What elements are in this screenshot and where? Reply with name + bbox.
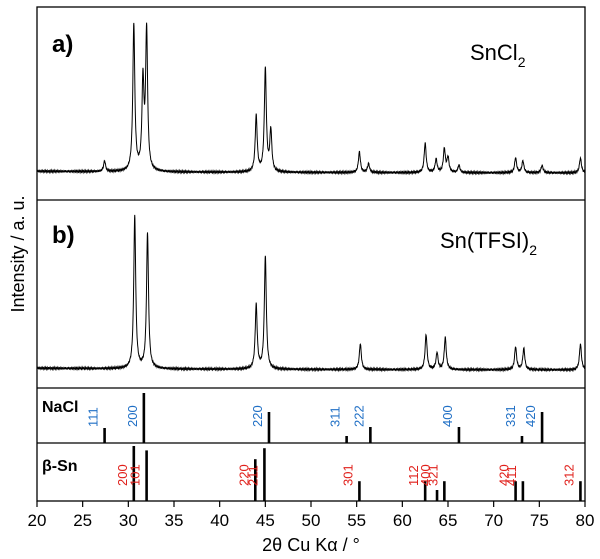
trace-panel-2 (36, 214, 586, 373)
ref-sn-title: β-Sn (42, 458, 78, 475)
x-tick-label-65: 65 (439, 511, 458, 530)
x-tick-label-75: 75 (530, 511, 549, 530)
ref-1-hkl-200: 200 (115, 464, 130, 486)
panel-a-label: a) (52, 31, 73, 58)
ref-1-hkl-420: 420 (497, 464, 512, 486)
x-tick-label-35: 35 (165, 511, 184, 530)
ref-0-hkl-222: 222 (351, 405, 366, 427)
ref-0-hkl-200: 200 (125, 405, 140, 427)
ref-1-hkl-301: 301 (340, 464, 355, 486)
y-axis-title: Intensity / a. u. (8, 195, 28, 312)
ref-0-hkl-111: 111 (86, 407, 101, 427)
x-tick-label-30: 30 (119, 511, 138, 530)
ref-1-hkl-321: 321 (425, 464, 440, 486)
panel-b-sample-label: Sn(TFSI)2 (440, 228, 537, 258)
x-tick-label-45: 45 (256, 511, 275, 530)
x-tick-label-70: 70 (484, 511, 503, 530)
x-tick-label-60: 60 (393, 511, 412, 530)
x-tick-label-40: 40 (210, 511, 229, 530)
x-axis-title: 2θ Cu Kα / ° (262, 535, 360, 555)
ref-0-hkl-331: 331 (503, 405, 518, 427)
ref-1-hkl-400: 400 (418, 464, 433, 486)
diffraction-traces (36, 22, 586, 373)
x-tick-label-50: 50 (302, 511, 321, 530)
panel-b-sample-subscript: 2 (529, 242, 537, 258)
panel-b-label: b) (52, 222, 75, 249)
x-tick-label-55: 55 (347, 511, 366, 530)
ref-1-hkl-112: 112 (406, 465, 421, 486)
panel-a-sample-name: SnCl (470, 40, 518, 65)
x-axis-ticks: 20 25 30 35 40 45 50 55 60 65 70 75 80 (28, 501, 595, 530)
ref-1-hkl-211: 211 (245, 465, 260, 486)
ref-0-hkl-311: 311 (328, 406, 343, 427)
ref-1-hkl-101: 101 (128, 464, 143, 486)
ref-0-hkl-400: 400 (440, 405, 455, 427)
panel-b-sample-name: Sn(TFSI) (440, 228, 529, 253)
ref-1-hkl-411: 411 (504, 465, 519, 486)
ref-1-hkl-312: 312 (561, 464, 576, 486)
x-tick-label-80: 80 (576, 511, 595, 530)
x-tick-label-25: 25 (73, 511, 92, 530)
x-tick-label-20: 20 (28, 511, 47, 530)
ref-0-hkl-420: 420 (523, 405, 538, 427)
ref-1-hkl-220: 220 (236, 464, 251, 486)
trace-panel-1 (36, 22, 586, 176)
panel-a-sample-label: SnCl2 (470, 40, 526, 70)
ref-nacl-title: NaCl (42, 399, 78, 416)
panel-a-sample-subscript: 2 (518, 54, 526, 70)
ref-0-hkl-220: 220 (250, 405, 265, 427)
